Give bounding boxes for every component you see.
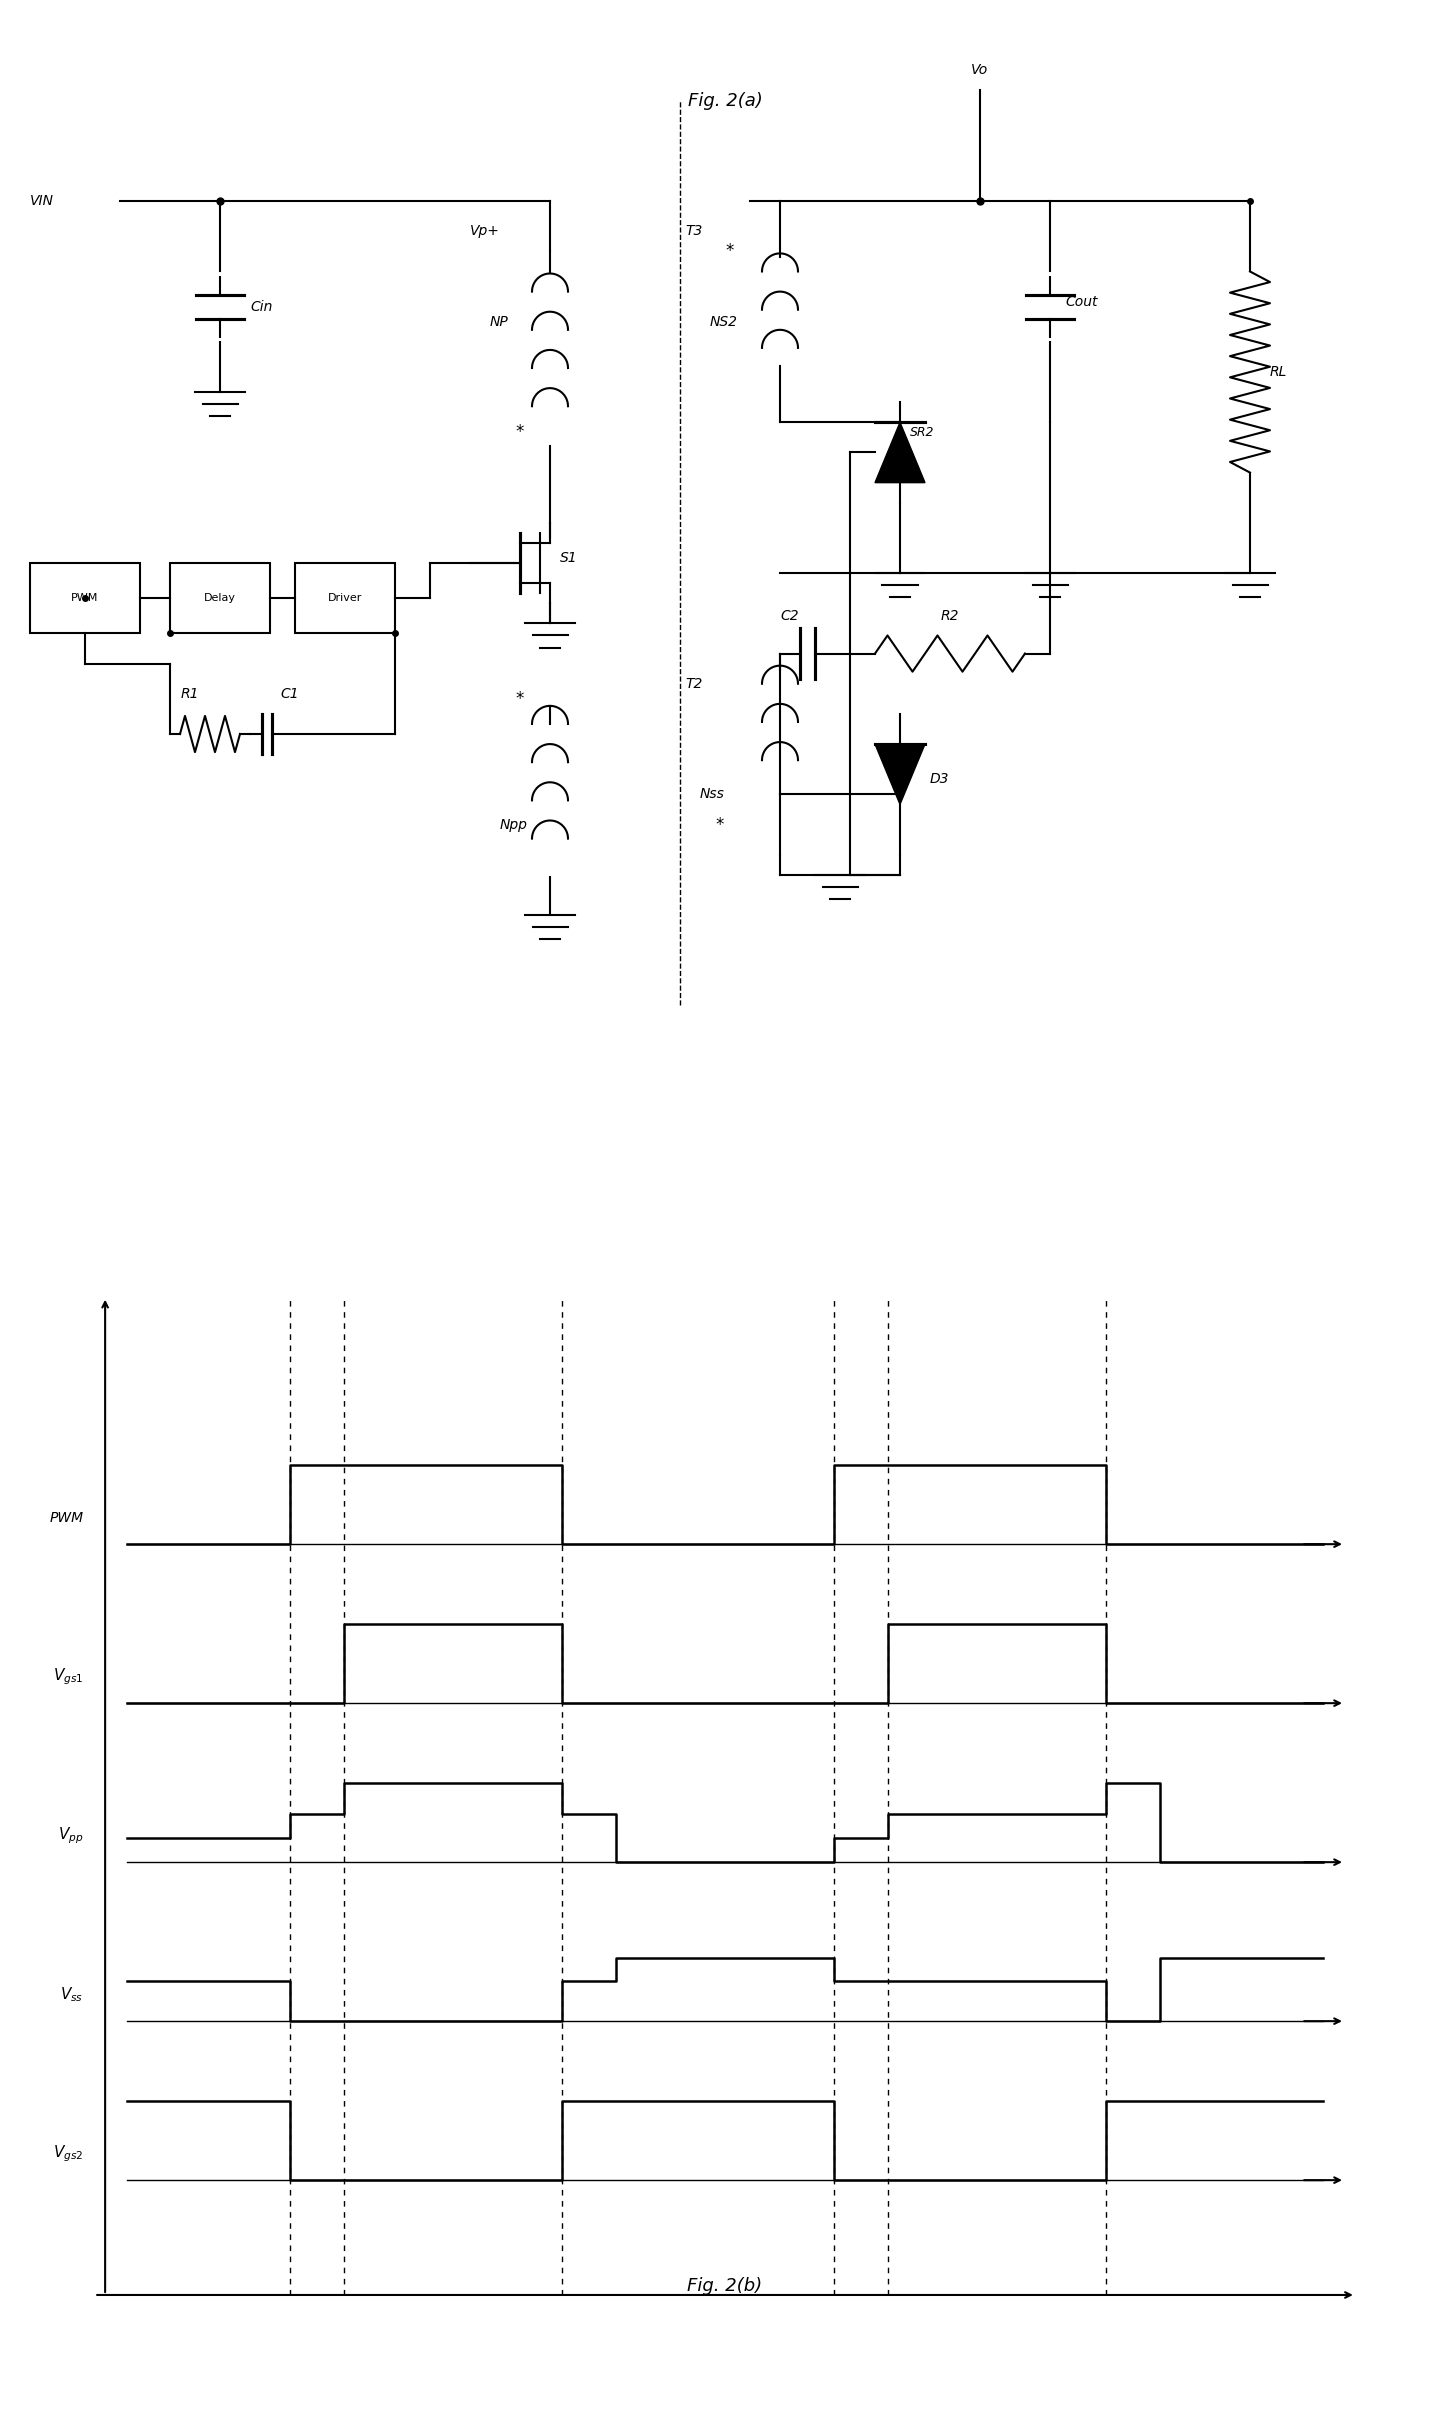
Text: VIN: VIN [30,195,54,207]
Text: NS2: NS2 [710,316,738,328]
Text: R1: R1 [181,687,199,701]
Text: Cin: Cin [249,299,273,313]
Text: $V_{pp}$: $V_{pp}$ [58,1826,83,1845]
Text: Vo: Vo [972,63,989,77]
Text: Npp: Npp [500,817,528,831]
Text: SR2: SR2 [911,426,934,438]
Text: *: * [516,424,525,441]
Text: Driver: Driver [328,593,362,602]
Text: PWM: PWM [71,593,99,602]
Text: T2: T2 [684,677,702,691]
Text: $V_{gs2}$: $V_{gs2}$ [54,2144,83,2163]
Text: R2: R2 [941,609,960,624]
Text: *: * [716,817,724,834]
Text: NP: NP [490,316,509,328]
Text: RL: RL [1270,366,1288,378]
Text: C1: C1 [281,687,299,701]
Text: Vp+: Vp+ [470,224,500,238]
Bar [30,564,141,634]
Polygon shape [874,422,925,482]
Text: T3: T3 [684,224,702,238]
Text: Cout: Cout [1064,294,1098,308]
Bar [294,564,394,634]
Text: S1: S1 [560,552,577,566]
Text: Nss: Nss [700,788,725,802]
Text: C2: C2 [780,609,799,624]
Text: Delay: Delay [204,593,236,602]
Polygon shape [874,744,925,805]
Text: PWM: PWM [49,1510,83,1525]
Text: Fig. 2(b): Fig. 2(b) [687,2277,763,2296]
Text: D3: D3 [929,773,950,785]
Text: *: * [726,243,734,260]
Text: $V_{gs1}$: $V_{gs1}$ [52,1667,83,1686]
Text: Fig. 2(a): Fig. 2(a) [687,92,763,108]
Bar [170,564,270,634]
Text: $V_{ss}$: $V_{ss}$ [59,1985,83,2004]
Text: *: * [516,689,525,708]
